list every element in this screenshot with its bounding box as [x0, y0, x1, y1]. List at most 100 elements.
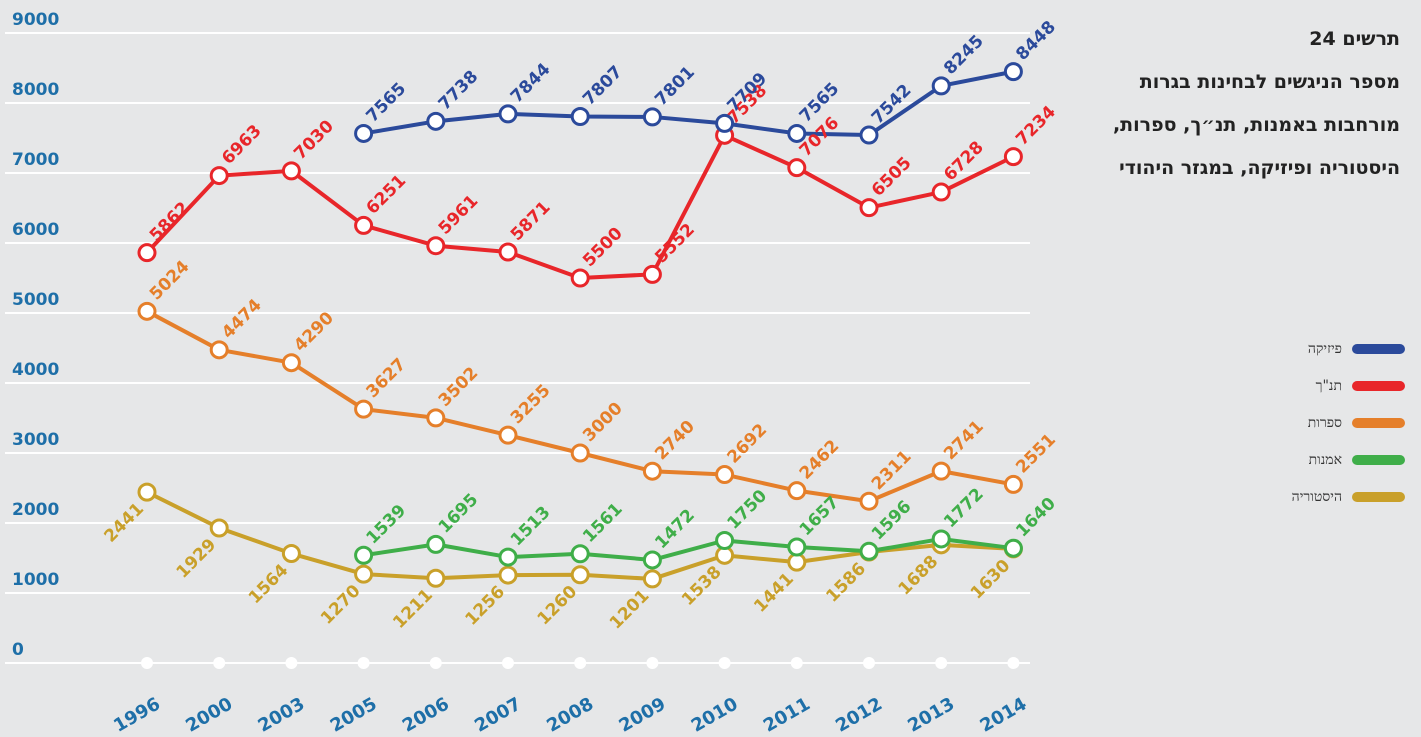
marker [281, 161, 301, 181]
x-tick-label: 2003 [255, 693, 309, 736]
marker [281, 353, 301, 373]
legend-label: היסטוריה [1292, 489, 1342, 505]
data-label: 2462 [796, 436, 844, 484]
marker [354, 564, 374, 584]
chart-title: תרשים 24 [1309, 28, 1400, 50]
axis-dot [357, 657, 370, 669]
x-tick-label: 1996 [110, 693, 164, 736]
marker [931, 76, 951, 96]
marker [642, 107, 662, 127]
x-tick-label: 2006 [399, 693, 453, 736]
data-label: 2741 [940, 417, 988, 465]
legend-swatch [1352, 455, 1405, 465]
axis-dot [574, 657, 587, 669]
marker [642, 550, 662, 570]
data-label: 5024 [146, 257, 194, 305]
data-label: 7030 [290, 116, 338, 164]
x-tick-label: 2011 [760, 693, 814, 736]
y-tick-label: 8000 [12, 80, 59, 100]
data-label: 5961 [435, 191, 483, 239]
marker [642, 569, 662, 589]
axis-dot [718, 657, 731, 669]
data-label: 1586 [822, 559, 870, 607]
x-tick-label: 2008 [543, 693, 597, 736]
y-tick-label: 5000 [12, 290, 59, 310]
marker [426, 408, 446, 428]
marker [715, 113, 735, 133]
legend-label: תנ"ך [1316, 378, 1342, 394]
y-tick-label: 7000 [12, 150, 59, 170]
axis-dot [790, 657, 803, 669]
data-label: 1539 [363, 501, 411, 549]
data-label: 3255 [507, 381, 555, 429]
marker [570, 268, 590, 288]
data-label: 1564 [245, 560, 293, 608]
data-label: 2740 [651, 417, 699, 465]
data-label: 1630 [967, 556, 1015, 604]
marker [787, 552, 807, 572]
legend-label: פיזיקה [1308, 341, 1342, 357]
data-label: 5862 [146, 198, 194, 246]
data-label: 1929 [173, 535, 221, 583]
marker [715, 531, 735, 550]
axis-dot [1007, 657, 1020, 669]
marker [426, 534, 446, 554]
data-label: 8448 [1012, 17, 1060, 65]
marker [715, 465, 735, 485]
axis-dot [935, 657, 948, 669]
data-label: 6728 [940, 138, 988, 186]
marker [859, 541, 879, 561]
legend-swatch [1352, 492, 1405, 502]
axis-dot [646, 657, 659, 669]
marker [1003, 62, 1023, 82]
marker [426, 111, 446, 131]
data-label: 7844 [507, 59, 555, 107]
y-tick-label: 4000 [12, 360, 59, 380]
data-label: 1750 [724, 486, 772, 534]
marker [642, 461, 662, 481]
data-label: 7234 [1012, 102, 1060, 150]
legend-swatch [1352, 381, 1405, 391]
marker [354, 123, 374, 143]
data-label: 1256 [461, 582, 509, 630]
axis-dot [213, 657, 226, 669]
data-label: 1772 [940, 484, 988, 532]
axis-dot [141, 657, 153, 669]
marker [137, 301, 157, 321]
data-label: 1472 [651, 505, 699, 553]
marker [354, 545, 374, 565]
x-tick-label: 2007 [471, 693, 525, 736]
chart-subtitle: מספר הניגשים לבחינות בגרות מורחבות באמנו… [1112, 71, 1400, 179]
marker [859, 491, 879, 511]
y-tick-label: 1000 [12, 570, 59, 590]
x-tick-label: 2009 [616, 693, 670, 736]
y-tick-label: 9000 [12, 10, 59, 30]
marker [137, 243, 157, 263]
marker [570, 107, 590, 127]
axis-dot [863, 657, 875, 669]
data-label: 3502 [435, 363, 483, 411]
marker [1003, 538, 1023, 558]
marker [498, 565, 518, 585]
marker [209, 340, 229, 360]
marker [498, 242, 518, 262]
data-label: 3627 [363, 355, 411, 403]
marker [137, 482, 157, 502]
marker [1003, 474, 1023, 494]
marker [426, 568, 446, 588]
data-label: 1640 [1012, 494, 1060, 542]
data-label: 6251 [363, 171, 411, 219]
marker [931, 182, 951, 202]
axis-dot [285, 657, 298, 669]
legend-swatch [1352, 344, 1405, 354]
x-tick-label: 2010 [688, 693, 742, 736]
marker [498, 547, 518, 567]
x-tick-label: 2013 [904, 693, 958, 736]
data-label: 8245 [940, 31, 988, 79]
legend-swatch [1352, 418, 1405, 428]
axis-dot [502, 657, 514, 669]
marker [931, 529, 951, 549]
marker [426, 236, 446, 256]
data-label: 6505 [868, 153, 916, 201]
